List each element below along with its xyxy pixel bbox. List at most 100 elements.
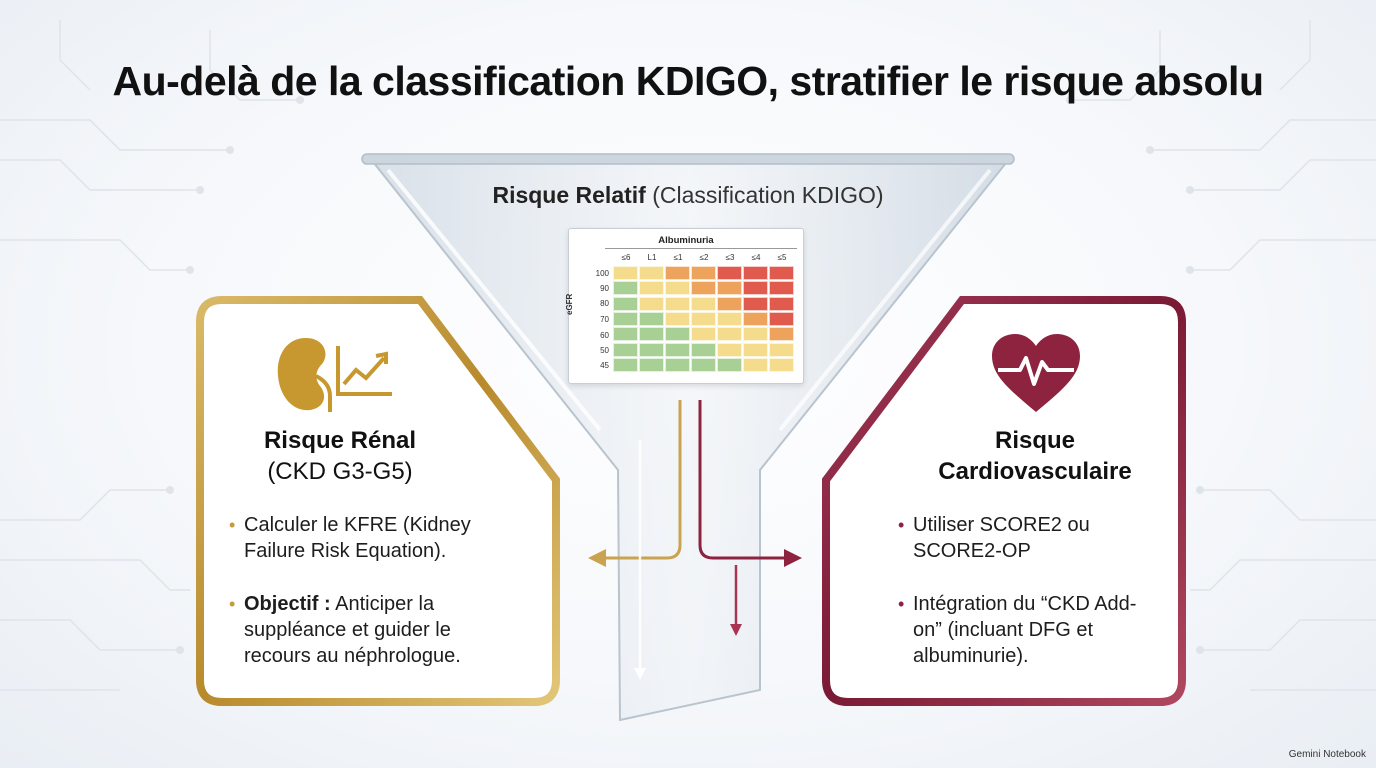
matrix-cell (665, 296, 690, 311)
cardio-bullet-2-text: Intégration du “CKD Add-on” (incluant DF… (913, 593, 1137, 667)
matrix-cell (743, 266, 768, 280)
matrix-cell (717, 311, 742, 326)
cardio-bullet-1: • Utiliser SCORE2 ou SCORE2-OP (898, 512, 1153, 564)
matrix-cell (769, 266, 794, 280)
funnel-heading-bold: Risque Relatif (492, 182, 646, 208)
bullet-dot: • (898, 515, 905, 535)
renal-title-text: Risque Rénal (263, 427, 417, 454)
matrix-col-label: ≤2 (699, 253, 709, 262)
trend-chart-icon (336, 346, 392, 396)
renal-title: Risque Rénal (210, 426, 470, 456)
cardio-title-line1-text: Risque (994, 427, 1075, 454)
matrix-cell (613, 281, 638, 296)
matrix-cell (639, 266, 664, 280)
matrix-cell (613, 311, 638, 326)
bullet-dot: • (229, 594, 236, 614)
matrix-cell (743, 311, 768, 326)
matrix-col-label: L1 (647, 253, 657, 262)
matrix-cell (717, 357, 742, 372)
matrix-cell (769, 342, 794, 357)
matrix-title-rule (605, 248, 797, 249)
matrix-row-label: 100 (595, 269, 609, 278)
funnel-heading-light: (Classification KDIGO) (652, 182, 884, 208)
renal-bullet-2-bold: Objectif : (244, 593, 331, 615)
matrix-cell (743, 342, 768, 357)
matrix-cell (639, 296, 664, 311)
funnel-heading: Risque Relatif (Classification KDIGO) (388, 182, 988, 209)
page-title: Au-delà de la classification KDIGO, stra… (112, 58, 1265, 104)
renal-bullet-2-text: Anticiper la suppléance et guider le rec… (244, 593, 461, 667)
matrix-cell (691, 281, 716, 296)
kdigo-heat-matrix: Albuminuria ≤6 L1 ≤1 ≤2 ≤3 ≤4 ≤5 100 90 … (565, 228, 804, 384)
matrix-cell (717, 296, 742, 311)
cardio-title-line2-text: Cardiovasculaire (938, 458, 1132, 485)
matrix-col-label: ≤4 (751, 253, 761, 262)
footer-watermark: Gemini Notebook (1288, 749, 1366, 760)
matrix-row-label: 90 (600, 284, 609, 293)
matrix-cell (743, 327, 768, 342)
matrix-cell (665, 327, 690, 342)
matrix-cell (769, 357, 794, 372)
matrix-cell (665, 281, 690, 296)
matrix-cell (639, 342, 664, 357)
matrix-cell (613, 342, 638, 357)
cardio-bullet-1-text: Utiliser SCORE2 ou SCORE2-OP (913, 514, 1090, 562)
matrix-column-title: Albuminuria (658, 235, 714, 246)
matrix-cell (743, 281, 768, 296)
matrix-row-label: 45 (600, 361, 609, 370)
matrix-cell (665, 311, 690, 326)
matrix-col-label: ≤1 (673, 253, 683, 262)
matrix-cell (769, 327, 794, 342)
matrix-cell (613, 327, 638, 342)
matrix-row-label: 50 (600, 346, 609, 355)
matrix-cell (769, 311, 794, 326)
renal-bullet-2: • Objectif : Anticiper la suppléance et … (229, 591, 514, 669)
cardio-title-line2: Cardiovasculaire (900, 457, 1170, 487)
kidney-icon (277, 338, 332, 412)
matrix-cell (691, 266, 716, 280)
matrix-cell (769, 296, 794, 311)
matrix-cell (717, 266, 742, 280)
matrix-cell (743, 296, 768, 311)
arrow-left-head (588, 549, 606, 567)
matrix-cell (613, 266, 638, 280)
cardio-bullet-2: • Intégration du “CKD Add-on” (incluant … (898, 591, 1153, 669)
matrix-cell (665, 357, 690, 372)
matrix-row-label: 80 (600, 299, 609, 308)
renal-subtitle: (CKD G3-G5) (267, 458, 413, 485)
matrix-cell (717, 281, 742, 296)
matrix-row-label: 70 (600, 315, 609, 324)
matrix-cell (691, 327, 716, 342)
matrix-cell (665, 266, 690, 280)
renal-bullet-1-text: Calculer le KFRE (Kidney Failure Risk Eq… (244, 514, 471, 562)
matrix-cell (639, 311, 664, 326)
matrix-cell (691, 342, 716, 357)
matrix-cell (613, 296, 638, 311)
renal-bullet-1: • Calculer le KFRE (Kidney Failure Risk … (229, 512, 514, 564)
cardio-title-line1: Risque (900, 426, 1170, 456)
bullet-dot: • (229, 515, 236, 535)
matrix-cell (691, 357, 716, 372)
matrix-cell (639, 281, 664, 296)
bullet-dot: • (898, 594, 905, 614)
matrix-cell (665, 342, 690, 357)
matrix-row-label: 60 (600, 331, 609, 340)
matrix-col-label: ≤6 (621, 253, 631, 262)
matrix-cell (769, 281, 794, 296)
matrix-cell (743, 357, 768, 372)
matrix-col-label: ≤3 (725, 253, 735, 262)
matrix-cell (639, 357, 664, 372)
matrix-cell (717, 342, 742, 357)
matrix-cell (613, 357, 638, 372)
heart-pulse-icon (992, 334, 1080, 412)
matrix-cell (691, 296, 716, 311)
arrow-right-head (784, 549, 802, 567)
matrix-cell (691, 311, 716, 326)
matrix-col-label: ≤5 (777, 253, 787, 262)
matrix-cell (717, 327, 742, 342)
matrix-cell (639, 327, 664, 342)
